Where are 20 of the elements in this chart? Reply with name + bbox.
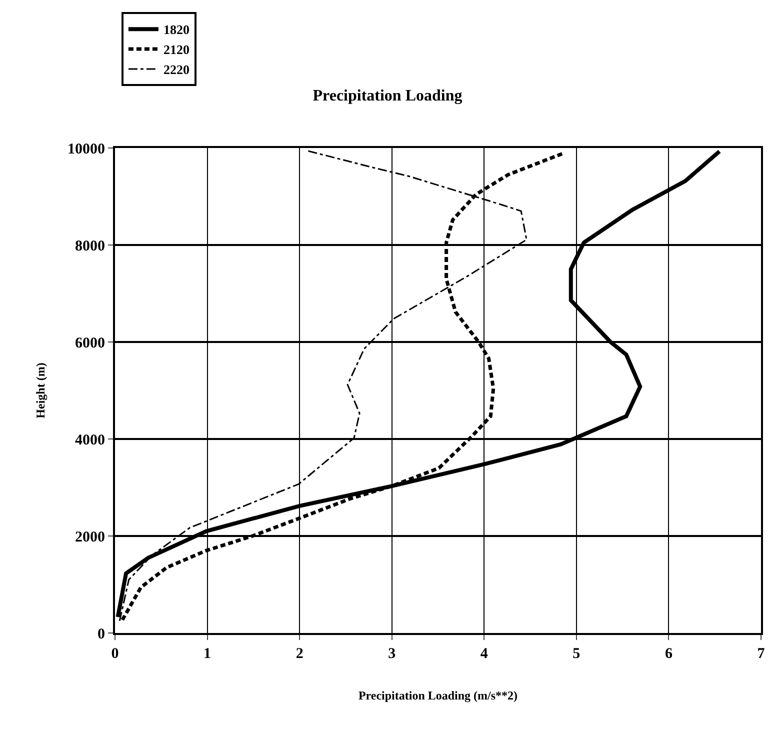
legend-label: 2220 [163, 62, 190, 78]
x-tick-label: 7 [757, 646, 766, 662]
y-tick-label: 0 [98, 626, 105, 642]
y-tick-label: 8000 [75, 238, 105, 254]
legend-label: 1820 [163, 22, 190, 38]
x-tick-label: 1 [204, 646, 212, 662]
x-tick-label: 3 [388, 646, 396, 662]
x-tick-label: 2 [296, 646, 304, 662]
y-tick-label: 4000 [75, 432, 105, 448]
legend-label: 2120 [163, 42, 190, 58]
x-tick-label: 6 [664, 646, 673, 662]
x-tick-label: 4 [480, 646, 488, 662]
y-tick-label: 10000 [68, 141, 105, 158]
x-tick-label: 0 [111, 646, 119, 662]
y-tick-label: 6000 [75, 335, 105, 352]
x-tick-label: 5 [572, 646, 580, 662]
chart-title: Precipitation Loading [312, 88, 462, 105]
y-axis-title: Height (m) [33, 362, 48, 418]
y-tick-label: 2000 [75, 529, 105, 546]
x-axis-title: Precipitation Loading (m/s**2) [358, 688, 518, 702]
